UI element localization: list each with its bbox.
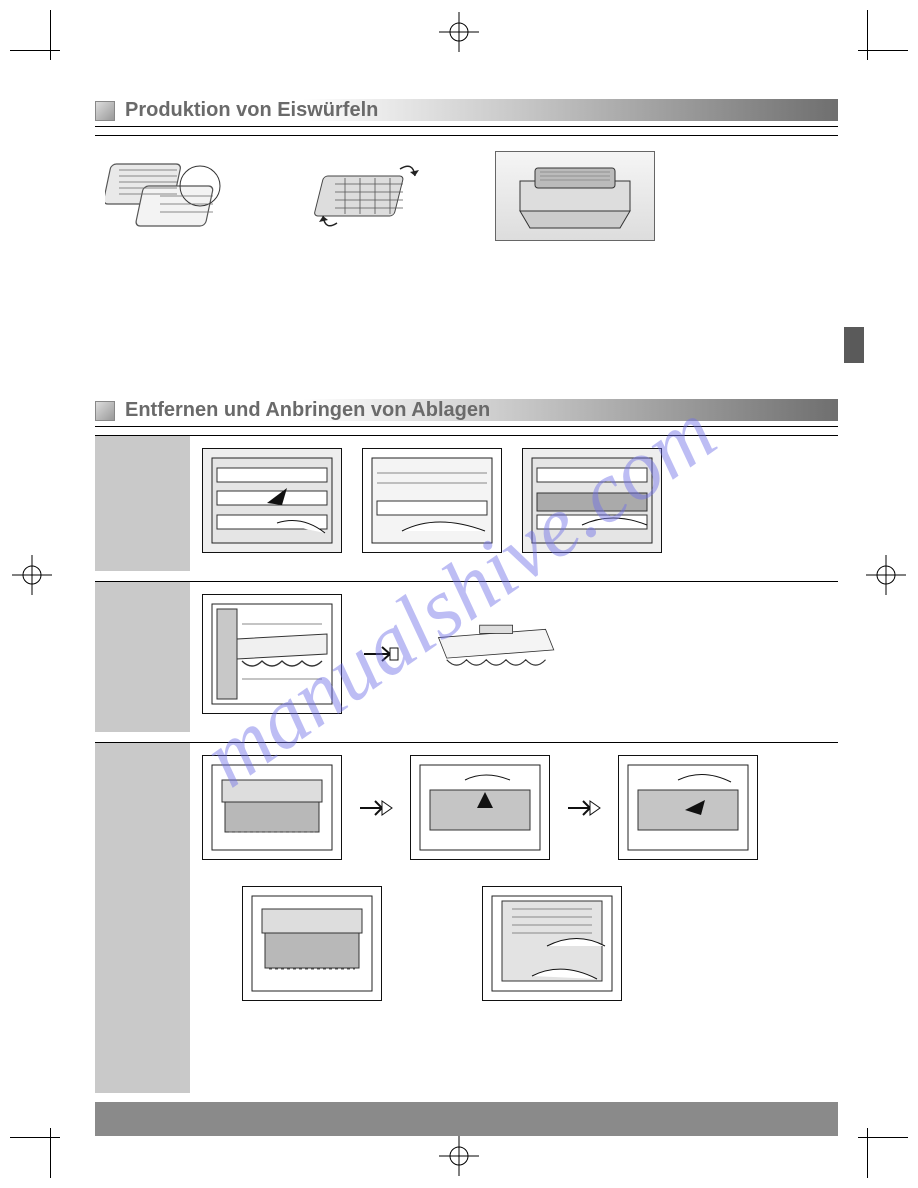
thumb-rack-2	[422, 594, 562, 714]
registration-mark-bottom	[439, 1136, 479, 1176]
manual-page: Produktion von Eiswürfeln	[95, 95, 838, 1108]
crop-mark-bl	[10, 1108, 80, 1178]
row-drawers	[95, 742, 838, 1093]
crop-mark-tl	[10, 10, 80, 80]
arrow-right-icon	[362, 642, 402, 666]
registration-mark-top	[439, 12, 479, 52]
row-shelves-figures	[190, 436, 838, 571]
thumb-shelf-2	[362, 448, 502, 553]
row-shelves	[95, 435, 838, 571]
row-drawers-figures	[190, 743, 838, 1093]
figure-ice-bin	[495, 151, 655, 241]
thumb-drawer-5	[482, 886, 622, 1001]
thumb-drawer-2	[410, 755, 550, 860]
registration-mark-left	[12, 555, 52, 595]
page-footer-bar	[95, 1102, 838, 1136]
arrow-right-icon	[564, 796, 604, 820]
section1-header: Produktion von Eiswürfeln	[95, 95, 838, 127]
crop-mark-tr	[838, 10, 908, 80]
section2-bullet-icon	[95, 401, 115, 421]
row-wine-rack-label	[95, 582, 190, 732]
thumb-drawer-3	[618, 755, 758, 860]
thumb-shelf-1	[202, 448, 342, 553]
thumb-drawer-1	[202, 755, 342, 860]
thumb-rack-1	[202, 594, 342, 714]
arrow-right-icon	[356, 796, 396, 820]
section2: Entfernen und Anbringen von Ablagen	[95, 395, 838, 1093]
thumb-shelf-3	[522, 448, 662, 553]
row-wine-rack	[95, 581, 838, 732]
row-wine-rack-figures	[190, 582, 838, 732]
section1-title: Produktion von Eiswürfeln	[125, 99, 838, 122]
section1-figures	[95, 135, 838, 245]
figure-ice-tray-twist	[305, 151, 435, 241]
crop-mark-br	[838, 1108, 908, 1178]
row-drawers-label	[95, 743, 190, 1093]
section2-title: Entfernen und Anbringen von Ablagen	[125, 399, 838, 422]
thumb-drawer-4	[242, 886, 382, 1001]
registration-mark-right	[866, 555, 906, 595]
page-edge-tab	[844, 327, 864, 363]
section2-header: Entfernen und Anbringen von Ablagen	[95, 395, 838, 427]
figure-ice-tray-fill	[105, 156, 245, 236]
row-shelves-label	[95, 436, 190, 571]
section1-bullet-icon	[95, 101, 115, 121]
